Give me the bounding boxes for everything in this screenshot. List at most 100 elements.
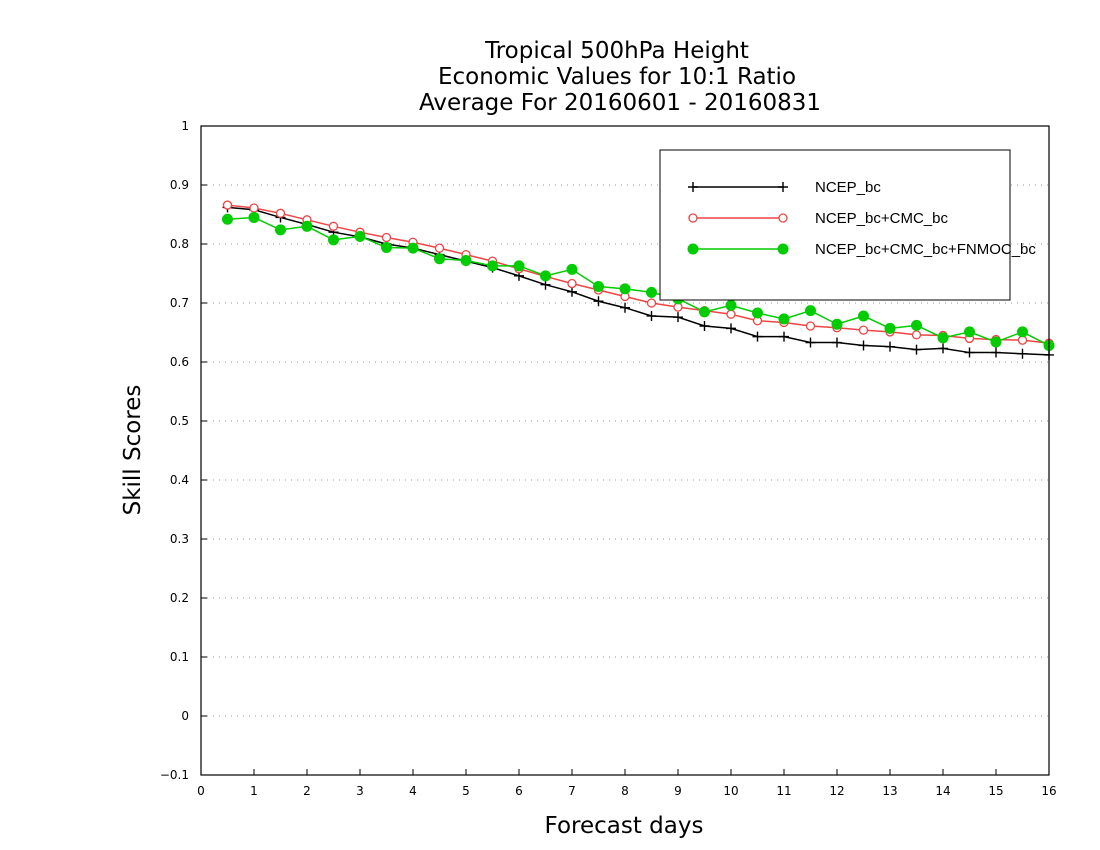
data-point bbox=[885, 341, 895, 352]
x-tick-label: 12 bbox=[829, 784, 844, 798]
data-point bbox=[434, 253, 445, 265]
legend: NCEP_bc NCEP_bc+CMC_bc NCEP_bc+CMC_bc+FNMO… bbox=[659, 149, 1036, 301]
y-tick-label: 0.4 bbox=[170, 473, 189, 487]
y-tick-label: 0.7 bbox=[170, 296, 189, 310]
data-point bbox=[911, 330, 922, 340]
data-point bbox=[805, 321, 816, 331]
data-point bbox=[646, 298, 657, 308]
data-point bbox=[964, 326, 975, 338]
y-tick-label: 0.1 bbox=[170, 650, 189, 664]
x-tick-label: 2 bbox=[303, 784, 311, 798]
data-point bbox=[687, 243, 699, 255]
data-point bbox=[248, 211, 260, 223]
data-point bbox=[752, 331, 763, 342]
x-tick-label: 5 bbox=[462, 784, 470, 798]
x-tick-label: 8 bbox=[621, 784, 629, 798]
legend-entry-2: NCEP_bc+CMC_bc bbox=[688, 210, 948, 227]
data-point bbox=[567, 286, 577, 297]
data-point bbox=[620, 302, 630, 313]
data-point bbox=[831, 318, 843, 330]
data-point bbox=[858, 310, 869, 322]
data-point bbox=[328, 234, 339, 246]
x-tick-label: 9 bbox=[674, 784, 682, 798]
data-point bbox=[540, 270, 551, 282]
data-point bbox=[593, 296, 604, 307]
series-3 bbox=[222, 211, 1055, 351]
data-point bbox=[726, 323, 736, 334]
data-point bbox=[249, 203, 259, 213]
data-point bbox=[354, 230, 366, 242]
data-point bbox=[990, 336, 1002, 348]
y-tick-label: 0.5 bbox=[170, 414, 189, 428]
data-point bbox=[938, 343, 948, 354]
data-point bbox=[513, 260, 525, 272]
y-tick-label: 0.6 bbox=[170, 355, 189, 369]
data-point bbox=[540, 279, 551, 290]
x-tick-label: 6 bbox=[515, 784, 523, 798]
y-tick-label: 0.2 bbox=[170, 591, 189, 605]
data-point bbox=[699, 306, 710, 318]
data-point bbox=[858, 340, 869, 351]
data-point bbox=[1017, 348, 1028, 359]
legend-label: NCEP_bc+CMC_bc+FNMOC_bc bbox=[815, 241, 1036, 258]
x-tick-label: 10 bbox=[723, 784, 738, 798]
chart-title: Tropical 500hPa Height Economic Values f… bbox=[419, 38, 821, 116]
x-tick-label: 1 bbox=[250, 784, 258, 798]
data-point bbox=[778, 313, 790, 325]
data-point bbox=[725, 299, 737, 311]
data-point bbox=[752, 307, 763, 319]
y-tick-label: 1 bbox=[181, 119, 189, 133]
data-point bbox=[381, 232, 392, 243]
data-point bbox=[884, 322, 896, 334]
data-point bbox=[805, 337, 816, 348]
x-tick-label: 13 bbox=[882, 784, 897, 798]
data-point bbox=[778, 182, 788, 192]
y-axis-label: Skill Scores bbox=[120, 385, 146, 516]
title-line-2: Economic Values for 10:1 Ratio bbox=[438, 64, 796, 90]
legend-entry-3: NCEP_bc+CMC_bc+FNMOC_bc bbox=[687, 241, 1036, 258]
x-tick-label: 11 bbox=[776, 784, 791, 798]
data-point bbox=[911, 344, 922, 355]
x-tick-label: 7 bbox=[568, 784, 576, 798]
x-tick-label: 3 bbox=[356, 784, 364, 798]
x-tick-label: 4 bbox=[409, 784, 417, 798]
data-point bbox=[688, 213, 698, 223]
data-point bbox=[275, 208, 286, 218]
data-point bbox=[619, 283, 631, 295]
data-point bbox=[1017, 326, 1028, 338]
y-tick-label: −0.1 bbox=[160, 768, 189, 782]
data-point bbox=[858, 325, 869, 335]
data-point bbox=[275, 224, 286, 236]
axis-ticks: −0.100.10.20.30.40.50.60.70.80.910 1 2 3 4 5 6… bbox=[160, 119, 1057, 798]
legend-label: NCEP_bc+CMC_bc bbox=[815, 210, 948, 227]
data-point bbox=[566, 263, 578, 275]
y-tick-label: 0.9 bbox=[170, 178, 189, 192]
y-tick-label: 0.8 bbox=[170, 237, 189, 251]
data-point bbox=[777, 243, 789, 255]
data-point bbox=[726, 309, 736, 319]
title-line-1: Tropical 500hPa Height bbox=[484, 38, 749, 64]
data-point bbox=[567, 278, 577, 289]
data-point bbox=[688, 182, 698, 192]
data-point bbox=[222, 200, 233, 210]
data-point bbox=[699, 321, 710, 332]
title-line-3: Average For 20160601 - 20160831 bbox=[419, 90, 821, 116]
data-point bbox=[937, 332, 949, 344]
data-point bbox=[911, 319, 922, 331]
data-point bbox=[964, 347, 975, 358]
x-tick-label: 14 bbox=[935, 784, 950, 798]
data-point bbox=[434, 243, 445, 253]
data-point bbox=[646, 286, 657, 298]
data-point bbox=[381, 242, 392, 254]
x-tick-label: 16 bbox=[1041, 784, 1056, 798]
data-point bbox=[991, 347, 1001, 358]
data-point bbox=[832, 337, 842, 348]
y-tick-label: 0.3 bbox=[170, 532, 189, 546]
data-point bbox=[646, 310, 657, 321]
data-point bbox=[805, 305, 816, 317]
legend-box bbox=[659, 149, 1011, 301]
data-point bbox=[779, 331, 789, 342]
data-point bbox=[673, 312, 683, 323]
data-point bbox=[222, 213, 233, 225]
